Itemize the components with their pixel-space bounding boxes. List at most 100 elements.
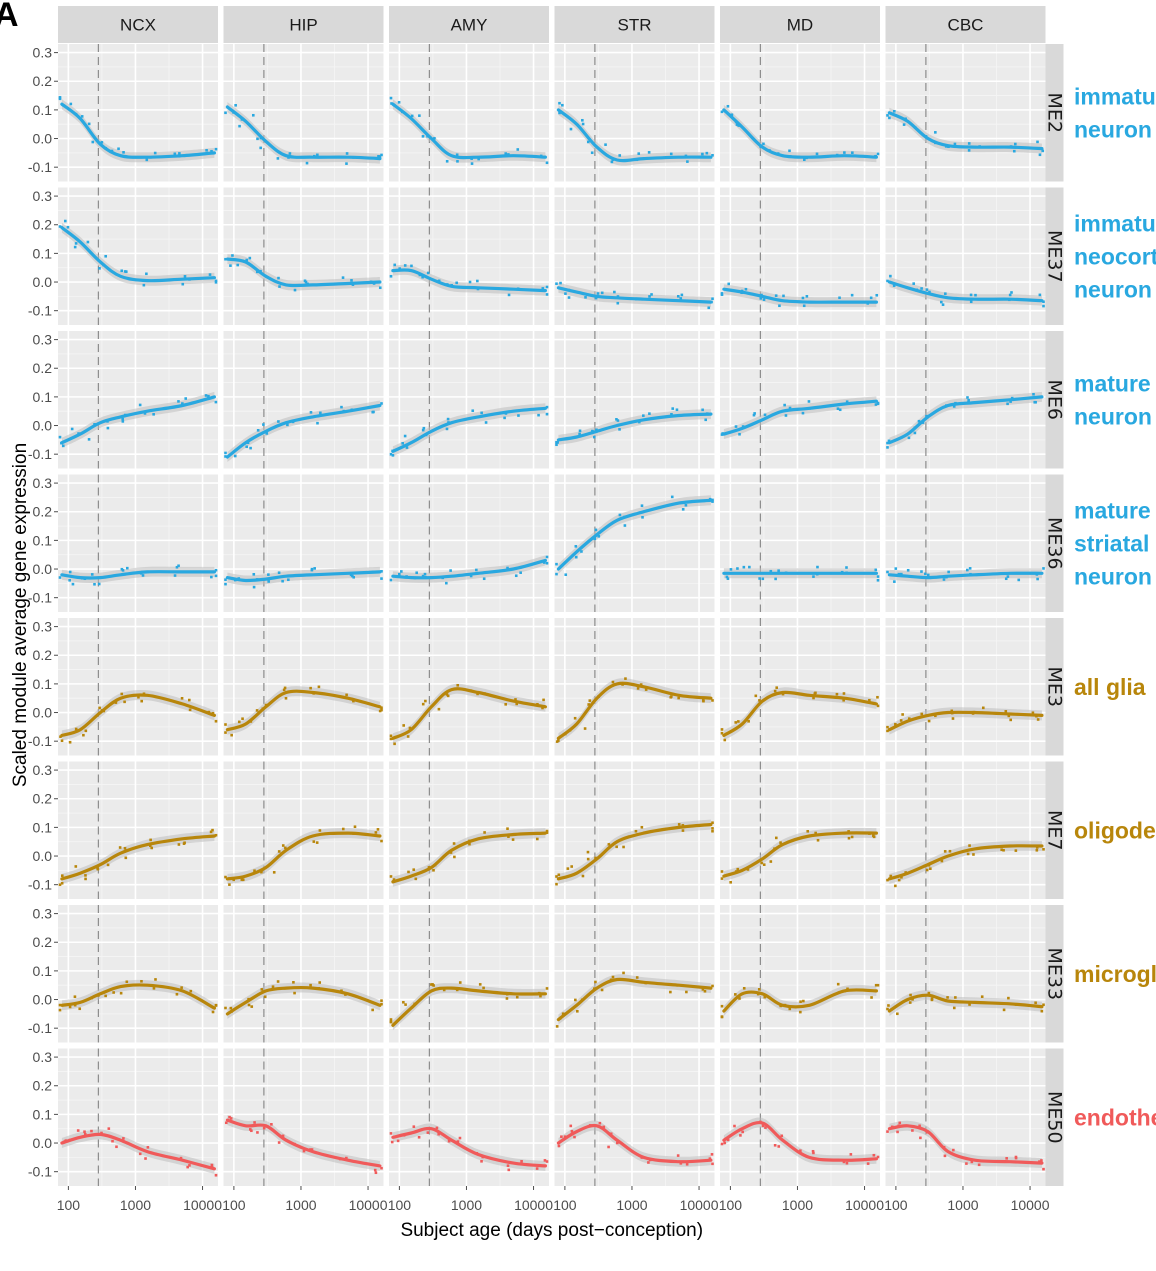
data-point (415, 571, 418, 575)
column-strip-hip: HIP (223, 6, 384, 43)
y-tick-label: 0.0 (33, 274, 53, 290)
data-point (179, 1156, 183, 1160)
data-point (886, 1130, 889, 1133)
data-point (675, 408, 679, 412)
data-point (87, 122, 91, 126)
data-point (173, 152, 177, 156)
row-strip-me2: ME2 (1044, 44, 1066, 182)
data-point (816, 565, 819, 569)
data-point (849, 1153, 853, 1156)
data-point (214, 574, 218, 578)
annotation-line: immature (1074, 83, 1156, 109)
data-point (249, 446, 252, 450)
data-point (780, 1134, 784, 1138)
data-point (241, 717, 244, 721)
trend-line-hip (225, 985, 382, 1016)
data-point (93, 582, 96, 586)
data-point (281, 1134, 285, 1138)
data-point (727, 282, 731, 286)
data-point (720, 293, 724, 296)
x-axis-ncx: 100 1000 10000 (57, 1186, 222, 1213)
data-point (278, 285, 281, 288)
data-point (942, 578, 946, 581)
data-point (541, 287, 545, 290)
data-point (788, 1007, 792, 1011)
data-point (153, 151, 157, 155)
row-label: ME6 (1044, 380, 1066, 421)
x-tick-label: 100 (884, 1197, 908, 1213)
data-point (245, 258, 249, 262)
data-point (96, 866, 99, 870)
data-point (929, 867, 932, 870)
data-point (545, 831, 549, 834)
panel-me3-ncx (58, 618, 218, 756)
data-point (555, 562, 558, 566)
data-point (1031, 711, 1035, 715)
y-axis-me36: -0.1 0.0 0.1 0.2 0.3 (28, 475, 58, 606)
data-point (73, 245, 77, 249)
data-point (888, 116, 891, 120)
data-point (287, 578, 290, 582)
panel-me6-ncx (58, 331, 218, 469)
data-point (616, 301, 620, 305)
data-point (293, 991, 296, 995)
data-point (623, 524, 627, 527)
data-point (894, 567, 898, 570)
column-label: STR (618, 16, 652, 35)
data-point (753, 412, 756, 415)
data-point (256, 429, 260, 432)
y-tick-label: 0.2 (33, 647, 53, 663)
data-point (1040, 1009, 1044, 1013)
data-point (843, 151, 846, 154)
y-tick-label: -0.1 (28, 303, 52, 319)
data-point (901, 713, 904, 716)
data-point (84, 874, 87, 877)
x-tick-label: 10000 (183, 1197, 222, 1213)
data-point (224, 578, 227, 581)
data-point (845, 400, 849, 404)
data-point (178, 152, 181, 155)
data-point (558, 101, 561, 105)
data-point (1004, 710, 1008, 713)
data-point (920, 712, 924, 716)
data-point (590, 151, 594, 155)
data-point (559, 281, 562, 285)
data-point (224, 257, 227, 261)
data-point (283, 686, 287, 690)
data-point (97, 582, 101, 586)
row-label: ME33 (1044, 947, 1066, 1000)
trend-line-hip (225, 689, 382, 732)
data-point (537, 413, 540, 417)
data-point (145, 272, 148, 276)
panel-me2-md (720, 44, 880, 182)
data-point (229, 1006, 233, 1010)
panel-me37-amy (389, 187, 549, 325)
confidence-band (558, 409, 711, 445)
data-point (600, 988, 604, 992)
data-point (247, 1003, 251, 1007)
panel-me36-md (720, 474, 880, 612)
data-point (927, 719, 931, 723)
data-point (842, 1160, 846, 1164)
data-point (870, 996, 873, 999)
confidence-band (61, 831, 215, 884)
confidence-band (392, 403, 546, 457)
trend-line-str (556, 977, 713, 1022)
data-point (453, 855, 456, 859)
data-point (969, 300, 973, 304)
data-point (570, 865, 573, 868)
trend-line-str (556, 498, 713, 571)
data-point (124, 856, 128, 860)
data-point (309, 983, 312, 987)
y-tick-label: 0.1 (33, 389, 53, 405)
data-point (851, 151, 854, 155)
data-point (644, 688, 648, 691)
data-point (87, 438, 91, 441)
data-point (182, 842, 186, 845)
panel-me37-cbc (885, 187, 1046, 325)
data-point (622, 971, 625, 975)
data-point (371, 410, 375, 414)
data-point (267, 580, 270, 583)
data-point (896, 1130, 899, 1134)
data-point (647, 1161, 650, 1164)
